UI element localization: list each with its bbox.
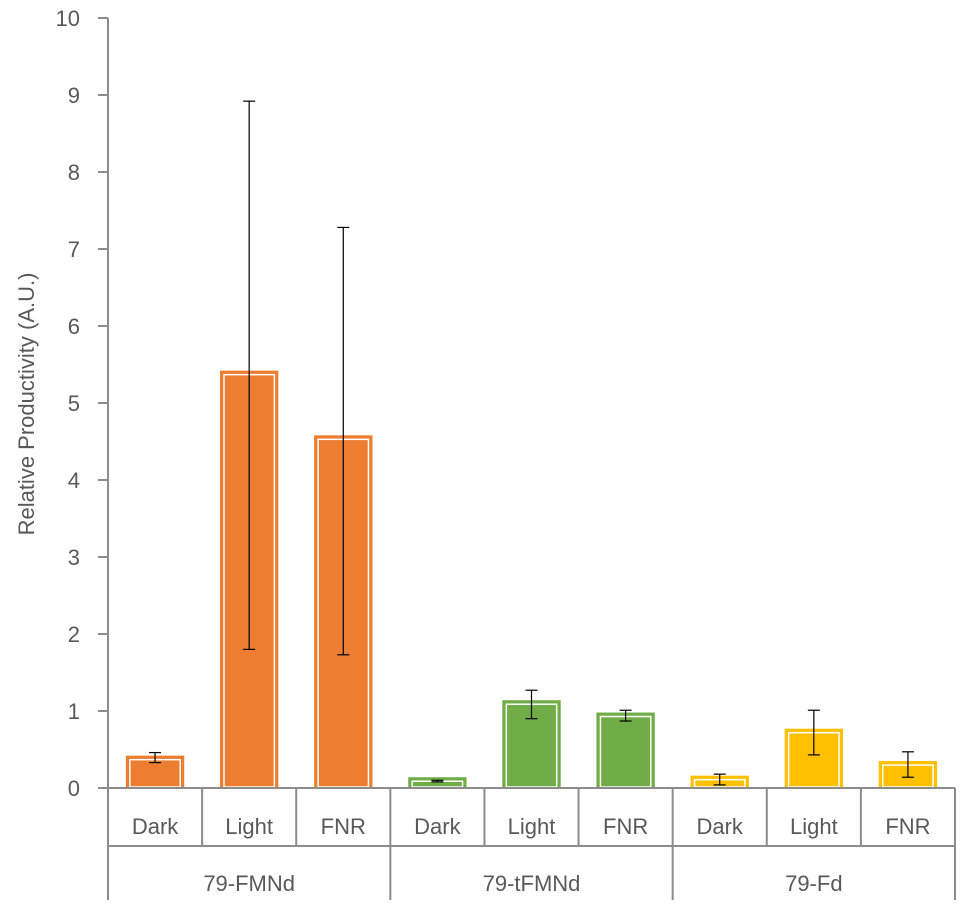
y-axis-title: Relative Productivity (A.U.) [14, 273, 39, 536]
x-category-label: Dark [696, 814, 743, 839]
error-bars [149, 100, 914, 786]
y-tick-label: 8 [68, 160, 80, 185]
y-tick-label: 6 [68, 314, 80, 339]
x-category-label: Light [508, 814, 556, 839]
x-group-label: 79-Fd [785, 871, 842, 896]
y-axis: 0 1 2 3 4 5 6 7 8 9 10 [56, 6, 109, 801]
y-tick-label: 9 [68, 83, 80, 108]
bars [125, 370, 938, 788]
bar-79-tFMNd-Dark [408, 777, 467, 788]
x-category-label: Dark [414, 814, 461, 839]
x-category-label: Light [790, 814, 838, 839]
y-tick-label: 1 [68, 699, 80, 724]
x-category-label: FNR [885, 814, 930, 839]
y-tick-label: 10 [56, 6, 80, 31]
y-tick-label: 5 [68, 391, 80, 416]
y-tick-label: 0 [68, 776, 80, 801]
x-group-label: 79-tFMNd [483, 871, 581, 896]
bar-79-tFMNd-FNR [596, 712, 655, 788]
y-tick-label: 7 [68, 237, 80, 262]
x-group-label: 79-FMNd [203, 871, 295, 896]
x-axis: Dark Light FNR 79-FMNd Dark Light FNR 79-tFMNd D… [107, 787, 956, 900]
y-tick-label: 2 [68, 622, 80, 647]
x-category-label: Dark [132, 814, 179, 839]
y-tick-label: 4 [68, 468, 80, 493]
y-tick-label: 3 [68, 545, 80, 570]
x-category-label: FNR [603, 814, 648, 839]
x-category-label: Light [225, 814, 273, 839]
x-category-label: FNR [321, 814, 366, 839]
